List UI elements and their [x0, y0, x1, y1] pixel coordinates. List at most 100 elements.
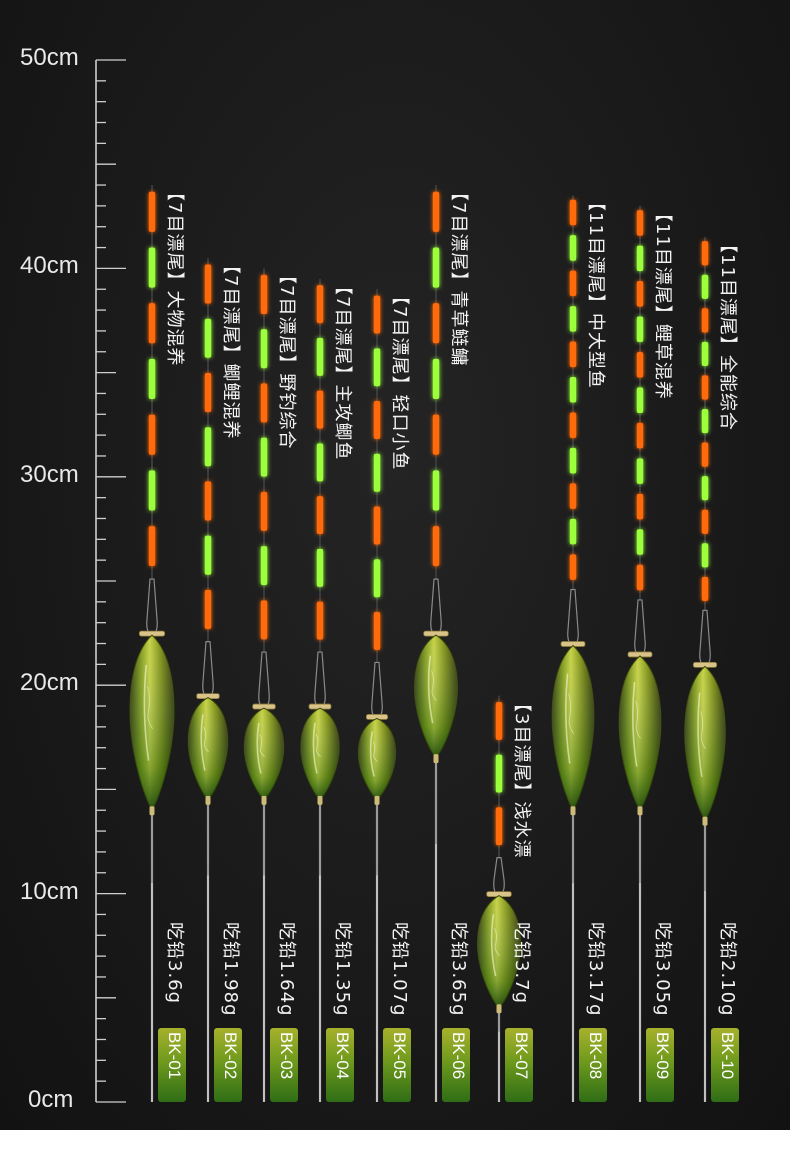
float-joint — [374, 795, 380, 805]
float-code-badge: BK-06 — [442, 1028, 470, 1102]
float-weight-bk-03: 吃铅1.64g — [276, 922, 297, 1017]
float-neck — [258, 651, 270, 707]
tail-segment-orange — [316, 390, 324, 429]
tail-segment-green — [569, 235, 577, 261]
float-logo-script — [431, 670, 437, 701]
float-bk-07 — [476, 695, 522, 1102]
tail-segment-orange — [204, 481, 212, 521]
tail-segment-green — [148, 470, 156, 511]
float-joint — [496, 1004, 502, 1014]
float-weight-bk-07: 吃铅3.7g — [511, 922, 532, 1005]
tail-segment-orange — [204, 372, 212, 413]
float-name-bk-06: 【7目漂尾】青草鲢鳙 — [448, 183, 469, 367]
float-body-highlight — [565, 673, 571, 764]
float-body-shade — [684, 666, 726, 821]
float-name-bk-10: 【11目漂尾】全能综合 — [717, 235, 738, 432]
float-bk-04 — [300, 278, 340, 1102]
float-body-shade — [477, 895, 521, 1009]
tail-segment-orange — [432, 414, 440, 455]
float-logo-script — [494, 927, 500, 956]
tail-segment-green — [260, 546, 268, 586]
tail-segment-orange — [148, 191, 156, 232]
ruler-label: 20cm — [20, 669, 79, 697]
float-code-badge: BK-10 — [711, 1028, 739, 1102]
float-body-highlight — [632, 681, 638, 767]
tail-segment-green — [569, 306, 577, 332]
float-bk-09 — [618, 205, 662, 1102]
tail-segment-orange — [373, 295, 381, 334]
tail-segment-green — [701, 543, 709, 568]
tail-segment-green — [204, 535, 212, 575]
tail-segment-orange — [701, 442, 709, 467]
float-code-bk-08: BK-08 — [586, 1032, 605, 1080]
tail-segment-green — [636, 245, 644, 272]
float-body-highlight — [697, 692, 703, 778]
tail-segment-green — [148, 247, 156, 288]
float-body-shade — [552, 645, 594, 811]
tail-segment-green — [495, 754, 503, 793]
tail-segment-orange — [636, 564, 644, 591]
tail-segment-orange — [701, 375, 709, 400]
tail-segment-green — [432, 470, 440, 511]
tail-segment-green — [316, 443, 324, 482]
tail-segment-green — [373, 348, 381, 387]
tail-segment-green — [316, 548, 324, 587]
float-logo-script — [259, 733, 265, 758]
tail-segment-green — [701, 274, 709, 299]
tail-segment-green — [569, 447, 577, 474]
ruler-scale — [95, 59, 126, 1103]
float-bk-08 — [551, 195, 595, 1102]
float-bk-03 — [243, 268, 285, 1102]
float-logo-script — [146, 686, 154, 730]
tail-segment-green — [432, 247, 440, 288]
float-code-bk-02: BK-02 — [221, 1032, 240, 1080]
float-body-highlight — [369, 731, 375, 777]
float-weight-bk-02: 吃铅1.98g — [220, 922, 241, 1017]
float-body-shade — [414, 635, 458, 759]
tail-segment-green — [701, 408, 709, 434]
tail-segment-orange — [316, 601, 324, 640]
float-name-bk-01: 【7目漂尾】大物混养 — [164, 183, 185, 367]
float-body-highlight — [256, 722, 262, 774]
float-body-shade — [129, 635, 175, 811]
float-code-bk-10: BK-10 — [718, 1032, 737, 1080]
tail-segment-orange — [495, 701, 503, 740]
float-body-shade — [188, 697, 228, 800]
float-weight-bk-05: 吃铅1.07g — [389, 922, 410, 1017]
float-code-bk-05: BK-05 — [390, 1032, 409, 1080]
float-neck — [634, 599, 646, 655]
float-name-bk-04: 【7目漂尾】主攻鲫鱼 — [332, 276, 353, 461]
float-code-badge: BK-07 — [505, 1028, 533, 1102]
tail-segment-orange — [148, 303, 156, 344]
float-body-highlight — [200, 714, 206, 771]
tail-segment-orange — [636, 281, 644, 307]
float-neck — [567, 588, 579, 645]
tail-segment-orange — [569, 199, 577, 226]
tail-segment-orange — [636, 210, 644, 236]
tail-segment-green — [432, 358, 440, 400]
tail-segment-orange — [260, 600, 268, 640]
float-neck — [430, 578, 442, 634]
float-code-bk-09: BK-09 — [653, 1032, 672, 1080]
float-name-bk-09: 【11目漂尾】鲤草混养 — [652, 203, 673, 400]
float-weight-bk-01: 吃铅3.6g — [164, 922, 185, 1005]
float-joint — [570, 806, 576, 816]
float-code-bk-03: BK-03 — [277, 1032, 296, 1080]
tail-segment-orange — [636, 422, 644, 449]
tail-segment-orange — [316, 285, 324, 324]
float-logo-script — [203, 726, 209, 753]
tail-segment-orange — [260, 491, 268, 531]
float-joint — [261, 795, 267, 805]
float-logo-script — [372, 741, 378, 762]
tail-segment-green — [148, 358, 156, 400]
tail-segment-green — [636, 316, 644, 343]
float-body-highlight — [312, 722, 318, 774]
float-neck — [699, 609, 711, 665]
float-body-highlight — [143, 664, 150, 761]
float-name-bk-05: 【7目漂尾】轻口小鱼 — [389, 287, 410, 471]
float-joint — [637, 806, 643, 816]
float-joint — [205, 795, 211, 805]
tail-segment-orange — [569, 341, 577, 368]
float-code-badge: BK-04 — [326, 1028, 354, 1102]
